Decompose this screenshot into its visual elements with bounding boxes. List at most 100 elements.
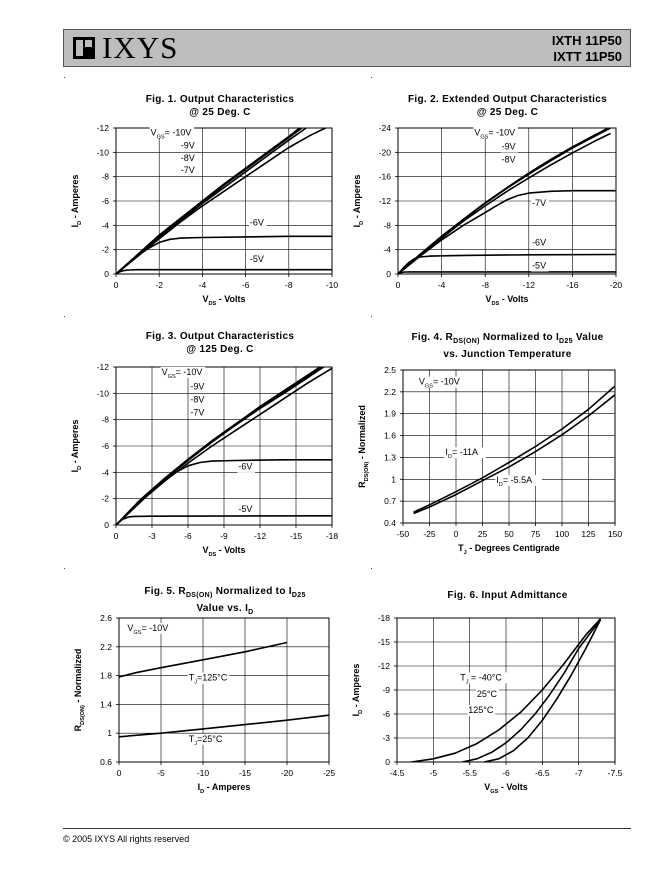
x-tick-label: -7 xyxy=(575,768,583,778)
series-label: -9V xyxy=(181,141,195,151)
x-axis-title: ID - Amperes xyxy=(198,782,251,795)
series-label: VGS= -10V xyxy=(151,127,192,140)
series-label: -5V xyxy=(238,504,252,514)
series-line-1 xyxy=(398,128,611,274)
x-tick-label: -2 xyxy=(155,280,163,290)
y-tick-label: 1.8 xyxy=(100,671,112,681)
y-tick-label: -10 xyxy=(97,388,110,398)
y-tick-label: -12 xyxy=(379,196,392,206)
x-tick-label: -25 xyxy=(423,529,436,539)
x-axis-title: VGS - Volts xyxy=(484,782,527,795)
fig2-chart: 0 -4 -8 -12 -16 -20 0 -4 -8 -12 -16 -20 -24 VGS= -10V… xyxy=(352,123,622,307)
label-bg xyxy=(189,394,207,406)
series-label: ID= -11A xyxy=(445,447,478,460)
series-label: -7V xyxy=(181,165,195,175)
y-tick-label: 2.6 xyxy=(100,613,112,623)
label-bg xyxy=(149,127,195,139)
fig4-caption: Fig. 4. RDS(ON) Normalized to ID25 Value… xyxy=(385,331,630,361)
label-bg xyxy=(126,622,172,634)
x-tick-label: -10 xyxy=(326,280,339,290)
x-tick-label: 125 xyxy=(581,529,595,539)
x-axis-title: VDS - Volts xyxy=(202,294,245,307)
series-label: -8V xyxy=(190,395,204,405)
series-label: VGS= -10V xyxy=(419,377,460,390)
fig2-subtitle: @ 25 Deg. C xyxy=(476,107,539,118)
x-axis-title: TJ - Degrees Centigrade xyxy=(458,543,560,556)
fig6-caption: Fig. 6. Input Admittance xyxy=(385,589,630,602)
y-tick-label: 0 xyxy=(104,269,109,279)
y-tick-label: -12 xyxy=(97,123,110,133)
label-bg xyxy=(531,260,549,272)
x-tick-label: 50 xyxy=(504,529,514,539)
series-label: VGS= -10V xyxy=(474,127,515,140)
x-tick-label: -12 xyxy=(254,531,267,541)
label-bg xyxy=(179,152,198,164)
series-label: 25°C xyxy=(477,689,498,699)
series-line-4 xyxy=(116,459,332,525)
label-bg xyxy=(459,672,512,684)
x-tick-label: -10 xyxy=(197,768,210,778)
x-tick-label: -9 xyxy=(220,531,228,541)
plot-frame xyxy=(115,127,333,275)
y-tick-label: 1.4 xyxy=(100,699,112,709)
y-tick-label: -6 xyxy=(382,709,390,719)
y-tick-label: 0.6 xyxy=(100,757,112,767)
fig1-caption: Fig. 1. Output Characteristics @ 25 Deg.… xyxy=(110,93,330,119)
y-axis-title: RDS(ON) - Normalized xyxy=(73,649,86,732)
y-tick-label: 2.2 xyxy=(384,387,396,397)
x-tick-label: -25 xyxy=(323,768,336,778)
scan-dot xyxy=(371,316,372,317)
x-tick-label: -7.5 xyxy=(608,768,623,778)
y-tick-label: -8 xyxy=(383,220,391,230)
label-bg xyxy=(189,381,207,393)
x-tick-label: -15 xyxy=(239,768,252,778)
series-line-3 xyxy=(398,189,616,274)
series-label: TJ=125°C xyxy=(189,673,228,686)
y-tick-label: -2 xyxy=(101,245,109,255)
label-bg xyxy=(500,141,519,153)
label-bg xyxy=(531,237,549,249)
x-tick-label: 0 xyxy=(396,280,401,290)
fig3-caption: Fig. 3. Output Characteristics @ 125 Deg… xyxy=(110,330,330,356)
label-bg xyxy=(467,705,496,717)
y-axis-title: ID - Amperes xyxy=(70,175,83,228)
scan-dot xyxy=(64,77,65,78)
x-tick-label: 75 xyxy=(531,529,541,539)
scan-dot xyxy=(64,568,65,569)
datasheet-header: IXYS IXTH 11P50 IXTT 11P50 xyxy=(63,29,631,67)
y-tick-label: 0.4 xyxy=(384,518,396,528)
x-tick-label: -3 xyxy=(148,531,156,541)
label-bg xyxy=(179,165,198,177)
series-line-5 xyxy=(398,271,616,274)
series-line-2 xyxy=(398,132,611,274)
fig5-title: Fig. 5. RDS(ON) Normalized to ID25 xyxy=(144,586,306,599)
y-tick-label: -10 xyxy=(97,147,110,157)
label-bg xyxy=(475,689,499,701)
fig2-title: Fig. 2. Extended Output Characteristics xyxy=(408,94,607,105)
y-tick-label: 2.5 xyxy=(384,365,396,375)
series-line-3 xyxy=(116,128,326,274)
y-tick-label: -6 xyxy=(101,441,109,451)
x-tick-label: -6.5 xyxy=(535,768,550,778)
label-bg xyxy=(160,366,206,378)
series-label: -5V xyxy=(250,254,264,264)
fig4-subtitle: vs. Junction Temperature xyxy=(443,349,572,360)
series-label: -8V xyxy=(181,153,195,163)
fig1-title: Fig. 1. Output Characteristics xyxy=(145,94,295,105)
series-line-1 xyxy=(413,394,615,515)
fig4-chart: -50 -25 0 25 50 75 100 125 150 0.4 0.7 1 1.3 1.6 1.9 2.… xyxy=(357,365,622,556)
scan-dot xyxy=(371,568,372,569)
y-tick-label: 0 xyxy=(104,520,109,530)
y-tick-label: -18 xyxy=(378,613,391,623)
label-bg xyxy=(237,461,255,473)
label-bg xyxy=(495,474,542,486)
series-label: -9V xyxy=(502,141,516,151)
x-tick-label: -12 xyxy=(523,280,536,290)
label-bg xyxy=(500,154,519,166)
plot-frame xyxy=(118,617,330,763)
series-label: -6V xyxy=(532,237,546,247)
fig6-chart: -4.5 -5 -5.5 -6 -6.5 -7 -7.5 0 -3 -6 -9 -12 -15 -18 TJ… xyxy=(351,613,623,795)
series-line-1 xyxy=(462,619,602,762)
x-tick-label: -15 xyxy=(290,531,303,541)
